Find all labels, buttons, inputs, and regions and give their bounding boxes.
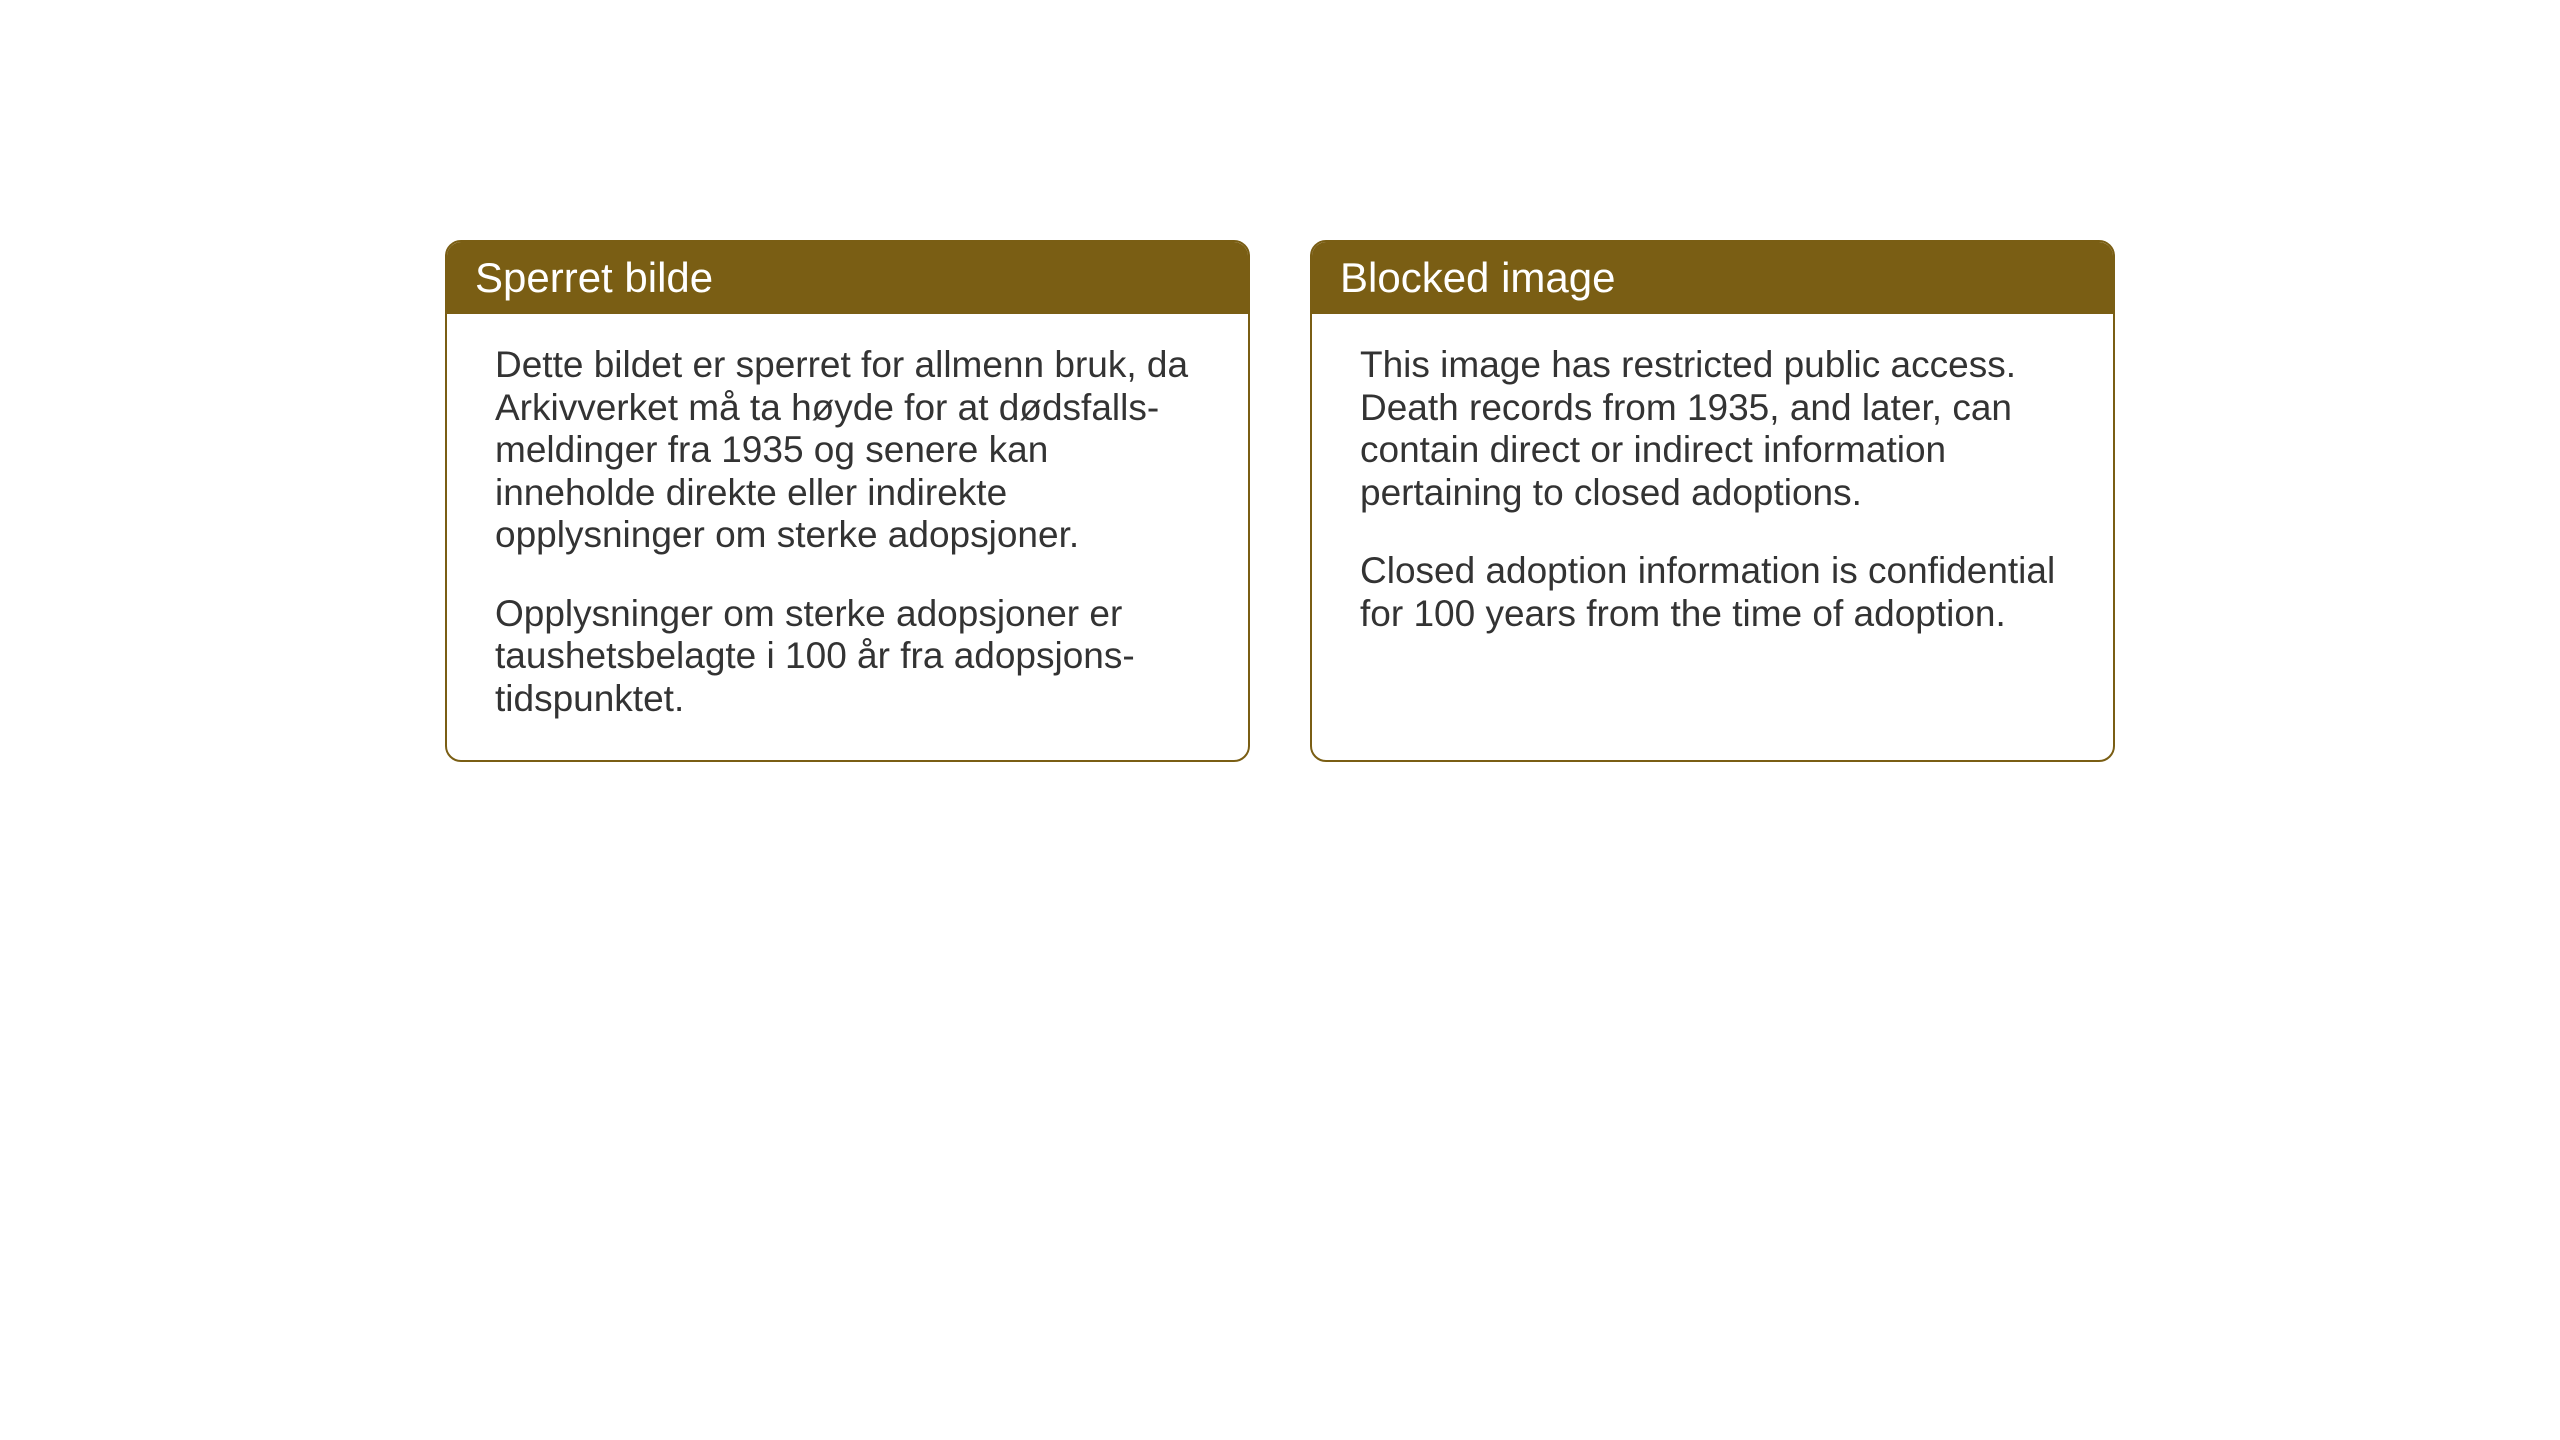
notice-cards-container: Sperret bilde Dette bildet er sperret fo… xyxy=(445,240,2115,762)
card-header-norwegian: Sperret bilde xyxy=(447,242,1248,314)
card-body-norwegian: Dette bildet er sperret for allmenn bruk… xyxy=(447,314,1248,760)
card-paragraph2-english: Closed adoption information is confident… xyxy=(1360,550,2065,635)
card-title-norwegian: Sperret bilde xyxy=(475,254,713,301)
card-body-english: This image has restricted public access.… xyxy=(1312,314,2113,675)
card-title-english: Blocked image xyxy=(1340,254,1615,301)
card-paragraph1-english: This image has restricted public access.… xyxy=(1360,344,2065,514)
card-paragraph1-norwegian: Dette bildet er sperret for allmenn bruk… xyxy=(495,344,1200,557)
blocked-image-card-english: Blocked image This image has restricted … xyxy=(1310,240,2115,762)
card-header-english: Blocked image xyxy=(1312,242,2113,314)
blocked-image-card-norwegian: Sperret bilde Dette bildet er sperret fo… xyxy=(445,240,1250,762)
card-paragraph2-norwegian: Opplysninger om sterke adopsjoner er tau… xyxy=(495,593,1200,721)
